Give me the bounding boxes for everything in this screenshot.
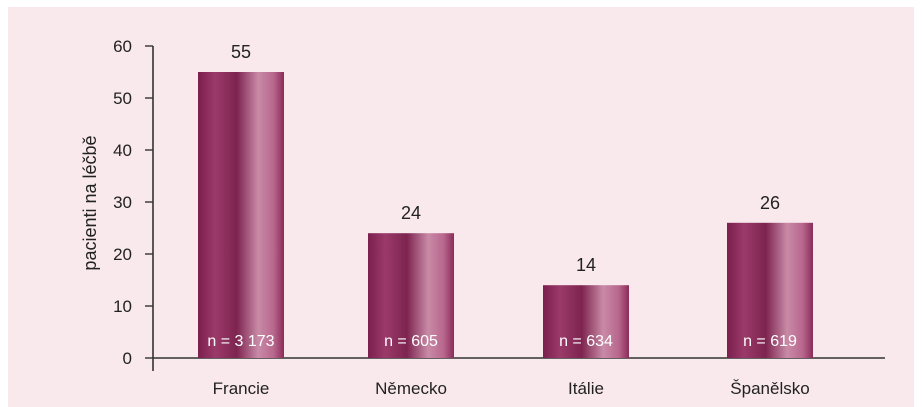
- bar: [368, 233, 454, 358]
- x-category-label: Německo: [375, 379, 447, 398]
- bar: [543, 285, 629, 358]
- bar-sample-size-label: n = 634: [559, 333, 613, 350]
- bar-sample-size-label: n = 619: [743, 333, 797, 350]
- y-tick-label: 30: [113, 193, 132, 212]
- y-tick-label: 50: [113, 89, 132, 108]
- x-category-label: Francie: [213, 379, 270, 398]
- bar-value-label: 26: [760, 193, 780, 213]
- y-tick-label: 20: [113, 245, 132, 264]
- bar-value-label: 55: [231, 42, 251, 62]
- bar: [727, 222, 813, 358]
- y-tick-label: 60: [113, 37, 132, 56]
- bar: [198, 72, 284, 358]
- bar-sample-size-label: n = 605: [384, 333, 438, 350]
- y-axis-title: pacienti na léčbě: [80, 135, 100, 270]
- bar-value-label: 24: [401, 203, 421, 223]
- chart-bars: 55 n = 3 173 Francie 24 n = 605 Německo 14 n = …: [198, 42, 813, 398]
- bar-value-label: 14: [576, 255, 596, 275]
- x-category-label: Itálie: [568, 379, 604, 398]
- y-tick-label: 0: [123, 349, 132, 368]
- bar-sample-size-label: n = 3 173: [207, 333, 274, 350]
- x-category-label: Španělsko: [730, 379, 809, 398]
- y-tick-label: 40: [113, 141, 132, 160]
- y-tick-label: 10: [113, 297, 132, 316]
